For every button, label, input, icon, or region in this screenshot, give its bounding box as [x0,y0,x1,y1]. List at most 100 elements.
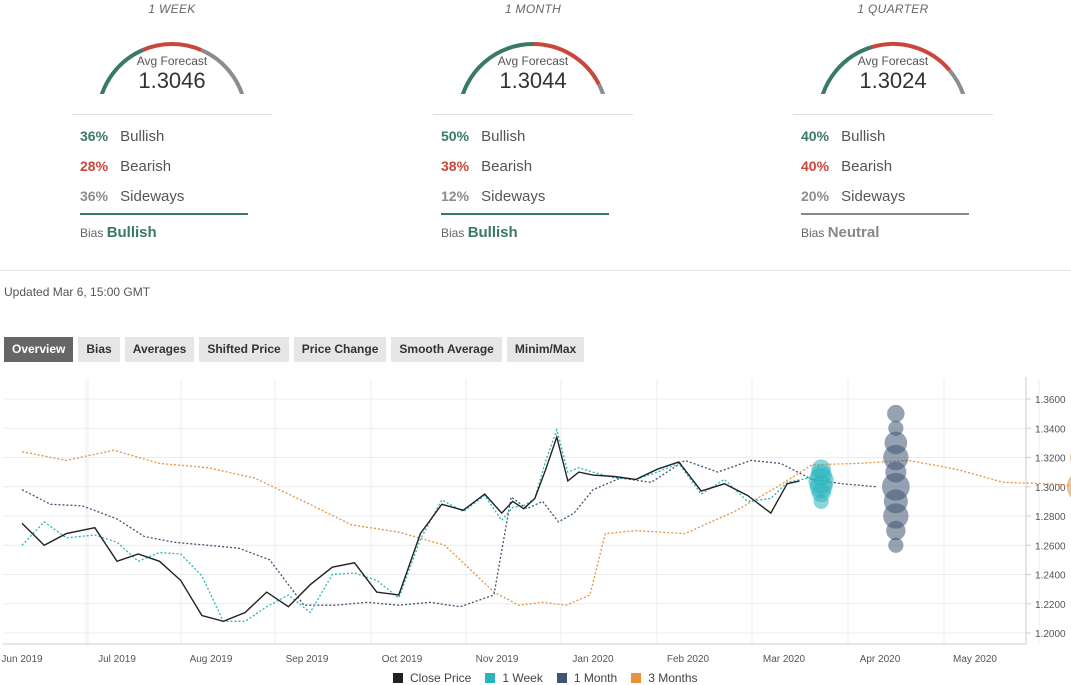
avg-forecast-value: 1.3046 [138,68,206,93]
series-line-1-month [21,459,877,608]
period-title: 1 QUARTER [857,2,929,16]
x-tick-label: Sep 2019 [286,654,329,665]
avg-forecast-label: Avg Forecast [857,54,929,68]
bearish-percent: 38% [441,158,470,174]
y-tick-label: 1.2000 [1035,629,1066,640]
gauge-arc [99,42,245,94]
sideways-row: 20% Sideways [801,185,1003,215]
x-tick-label: Aug 2019 [190,654,233,665]
bullish-row: 36% Bullish [80,125,282,155]
forecast-bubble[interactable] [886,520,906,541]
legend-swatch [556,673,567,683]
bias-underline [441,213,609,215]
forecast-bubble[interactable] [1066,471,1071,503]
legend-item-1-month[interactable]: 1 Month [556,671,618,685]
forecast-bubble[interactable] [813,493,829,509]
forecast-gauge: Avg Forecast 1.3024 [813,16,973,94]
sideways-row: 12% Sideways [441,185,643,215]
legend-swatch [631,673,642,683]
tab-overview[interactable]: Overview [4,337,74,362]
x-tick-label: Mar 2020 [763,654,806,665]
gauge-sideways-arc [200,48,245,94]
gauge-bullish-arc [460,42,534,94]
x-tick-label: Nov 2019 [476,654,519,665]
series-line-1-week [21,427,822,622]
forecast-chart: 1.3600 1.3400 1.3200 1.3000 1.2800 1.2600 1.24… [1,377,1071,665]
bearish-row: 38% Bearish [441,155,643,185]
x-tick-label: Apr 2020 [860,654,901,665]
sideways-label: Sideways [120,188,185,205]
bearish-label: Bearish [120,158,172,175]
legend-label: 3 Months [648,671,698,685]
forecast-bubbles-3-months [1066,452,1071,503]
bullish-row: 40% Bullish [801,125,1003,155]
legend-item-3-months[interactable]: 3 Months [631,671,698,685]
sideways-label: Sideways [481,188,546,205]
gauge-bearish-arc [142,42,202,52]
x-tick-label: Jun 2019 [1,654,43,665]
updated-timestamp: Updated Mar 6, 15:00 GMT [4,285,151,299]
bias-label: Bias [801,226,825,240]
forecast-gauge: Avg Forecast 1.3046 [92,16,252,94]
forecast-bubble[interactable] [888,420,904,436]
bearish-label: Bearish [481,158,533,175]
forecast-panel-month: 1 MONTH Avg Forecast 1.3044 50% Bullish … [423,0,643,241]
legend-label: 1 Week [502,671,543,685]
gauge-bearish-arc [532,42,601,86]
forecast-bubble[interactable] [888,537,904,553]
tab-smooth-average[interactable]: Smooth Average [391,337,502,362]
bias-value: Neutral [827,224,880,241]
x-tick-label: May 2020 [953,654,997,665]
forecast-bubbles-1-week [808,459,834,509]
bearish-row: 28% Bearish [80,155,282,185]
x-tick-label: Jul 2019 [98,654,136,665]
legend-item-close-price[interactable]: Close Price [393,671,471,685]
legend-swatch [393,673,403,683]
forecast-bubble[interactable] [887,404,905,423]
tab-price-change[interactable]: Price Change [293,337,387,362]
tab-averages[interactable]: Averages [124,337,195,362]
forecast-gauge: Avg Forecast 1.3044 [453,16,613,94]
bias-underline [801,213,969,215]
bearish-row: 40% Bearish [801,155,1003,185]
bias-label: Bias [441,226,465,240]
x-tick-label: Jan 2020 [572,654,614,665]
x-tick-label: Oct 2019 [382,654,423,665]
gauge-bearish-arc [871,42,951,72]
legend-item-1-week[interactable]: 1 Week [485,671,543,685]
y-tick-label: 1.2400 [1035,571,1066,582]
y-tick-label: 1.2800 [1035,512,1066,523]
gauge-arc [820,42,966,94]
avg-forecast-value: 1.3044 [499,68,567,93]
bias-row: Bias Neutral [801,224,1003,241]
y-tick-label: 1.2600 [1035,541,1066,552]
avg-forecast-label: Avg Forecast [136,54,208,68]
tab-shifted-price[interactable]: Shifted Price [199,337,289,362]
bullish-label: Bullish [841,128,886,145]
forecast-panel-quarter: 1 QUARTER Avg Forecast 1.3024 40% Bullis… [783,0,1003,241]
y-tick-label: 1.3600 [1035,395,1066,406]
legend-label: Close Price [410,671,472,685]
tab-minim-max[interactable]: Minim/Max [506,337,585,362]
gauge-arc [460,42,606,94]
gauge-bullish-arc [820,45,873,94]
series-line-3-months [21,449,1071,606]
bullish-percent: 40% [801,128,830,144]
legend-swatch [485,673,496,683]
bullish-label: Bullish [120,128,165,145]
x-tick-label: Feb 2020 [667,654,710,665]
divider [793,114,993,115]
legend-label: 1 Month [573,671,618,685]
sideways-percent: 20% [801,188,830,204]
series-line-close-price [21,434,800,623]
tab-bias[interactable]: Bias [78,337,120,362]
bias-row: Bias Bullish [80,224,282,241]
bias-row: Bias Bullish [441,224,643,241]
forecast-bubble[interactable] [883,503,909,529]
sideways-row: 36% Sideways [80,185,282,215]
bias-label: Bias [80,226,104,240]
y-tick-label: 1.2200 [1035,600,1066,611]
period-title: 1 WEEK [148,2,196,16]
bias-value: Bullish [106,224,157,241]
divider [72,114,272,115]
